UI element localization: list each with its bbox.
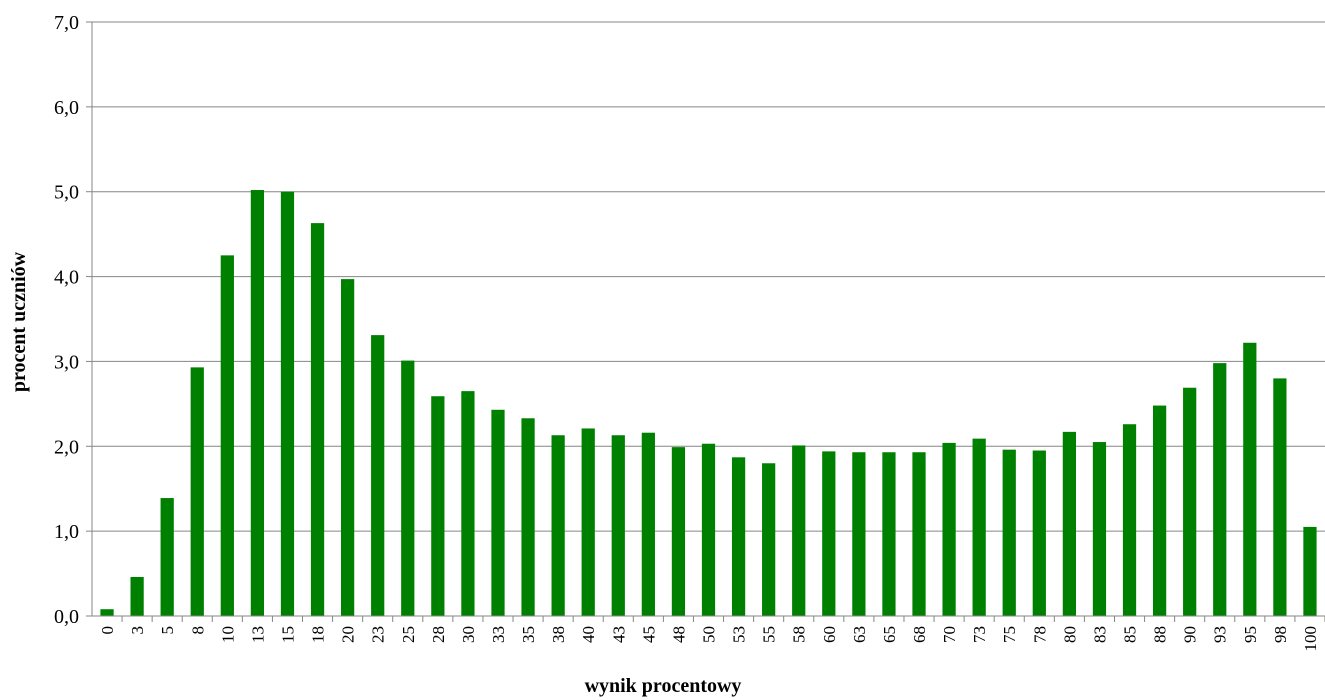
bar bbox=[431, 396, 445, 616]
x-tick-label: 45 bbox=[639, 626, 658, 643]
bar bbox=[371, 335, 385, 616]
bar bbox=[551, 435, 565, 616]
bar bbox=[1002, 449, 1016, 616]
bar bbox=[100, 609, 114, 616]
x-tick-label: 93 bbox=[1211, 626, 1230, 643]
x-tick-label: 98 bbox=[1271, 626, 1290, 643]
x-tick-label: 90 bbox=[1181, 626, 1200, 643]
y-tick-label: 7,0 bbox=[54, 12, 79, 34]
bar bbox=[491, 409, 505, 616]
x-tick-label: 0 bbox=[98, 626, 117, 635]
y-tick-label: 1,0 bbox=[54, 521, 79, 543]
x-tick-label: 20 bbox=[339, 626, 358, 643]
x-tick-label: 3 bbox=[128, 626, 147, 635]
bar bbox=[822, 451, 836, 616]
bar bbox=[461, 391, 475, 616]
bar bbox=[280, 191, 295, 616]
bar bbox=[1122, 424, 1137, 616]
bar bbox=[581, 428, 595, 616]
y-tick-label: 3,0 bbox=[54, 351, 79, 373]
axes bbox=[86, 21, 1325, 622]
x-tick-label: 25 bbox=[399, 626, 418, 643]
x-tick-label: 95 bbox=[1241, 626, 1260, 643]
y-axis-title: procent uczniów bbox=[8, 251, 30, 392]
x-tick-label: 100 bbox=[1301, 626, 1320, 652]
bar bbox=[1273, 378, 1287, 616]
x-tick-label: 43 bbox=[609, 626, 628, 643]
y-tick-label: 4,0 bbox=[54, 267, 79, 289]
x-tick-label: 50 bbox=[700, 626, 719, 643]
x-tick-label: 55 bbox=[760, 626, 779, 643]
grid-lines bbox=[92, 21, 1325, 532]
bar bbox=[1152, 405, 1167, 616]
bar bbox=[1213, 363, 1227, 616]
x-tick-label: 48 bbox=[669, 626, 688, 643]
x-tick-label: 23 bbox=[369, 626, 388, 643]
x-tick-label: 85 bbox=[1121, 626, 1140, 643]
x-tick-label: 10 bbox=[218, 626, 237, 643]
x-tick-label: 70 bbox=[940, 626, 959, 643]
y-tick-labels: 0,0 1,0 2,0 3,0 4,0 5,0 6,0 7,0 bbox=[54, 12, 79, 628]
bar bbox=[762, 463, 776, 616]
x-tick-label: 35 bbox=[519, 626, 538, 643]
bars bbox=[100, 190, 1317, 616]
x-tick-label: 28 bbox=[429, 626, 448, 643]
bar bbox=[160, 498, 174, 616]
x-tick-label: 73 bbox=[970, 626, 989, 643]
bar bbox=[401, 360, 415, 616]
bar bbox=[882, 452, 896, 616]
bar bbox=[671, 447, 686, 616]
x-tick-label: 60 bbox=[820, 626, 839, 643]
bar bbox=[220, 255, 234, 616]
bar bbox=[942, 442, 956, 616]
bar bbox=[310, 223, 325, 616]
x-tick-label: 18 bbox=[309, 626, 328, 643]
bar bbox=[521, 418, 535, 616]
x-tick-label: 40 bbox=[579, 626, 598, 643]
bar bbox=[611, 435, 625, 616]
x-tick-label: 58 bbox=[790, 626, 809, 643]
x-tick-label: 15 bbox=[278, 626, 297, 643]
x-tick-label: 83 bbox=[1090, 626, 1109, 643]
bar bbox=[1243, 342, 1257, 616]
x-tick-label: 88 bbox=[1151, 626, 1170, 643]
x-tick-label: 65 bbox=[880, 626, 899, 643]
bar bbox=[250, 190, 265, 616]
bar bbox=[852, 452, 866, 616]
x-axis-title: wynik procentowy bbox=[585, 675, 742, 697]
bar bbox=[641, 432, 655, 616]
bar bbox=[912, 452, 926, 616]
x-tick-label: 80 bbox=[1060, 626, 1079, 643]
x-tick-label: 68 bbox=[910, 626, 929, 643]
y-tick-label: 0,0 bbox=[54, 606, 79, 628]
bar bbox=[731, 457, 746, 616]
x-tick-label: 75 bbox=[1000, 626, 1019, 643]
y-tick-label: 6,0 bbox=[54, 97, 79, 119]
y-tick-label: 5,0 bbox=[54, 182, 79, 204]
bar bbox=[792, 445, 806, 616]
x-tick-label: 38 bbox=[549, 626, 568, 643]
x-tick-label: 5 bbox=[158, 626, 177, 635]
bar bbox=[1062, 431, 1076, 616]
x-tick-label: 33 bbox=[489, 626, 508, 643]
bar bbox=[1183, 387, 1197, 616]
x-tick-label: 30 bbox=[459, 626, 478, 643]
bar bbox=[972, 438, 986, 616]
y-tick-label: 2,0 bbox=[54, 436, 79, 458]
x-tick-label: 78 bbox=[1030, 626, 1049, 643]
x-tick-label: 63 bbox=[850, 626, 869, 643]
bar bbox=[701, 443, 716, 616]
x-tick-label: 8 bbox=[188, 626, 207, 635]
bar bbox=[1303, 526, 1317, 616]
x-tick-label: 53 bbox=[730, 626, 749, 643]
bar bbox=[341, 279, 355, 616]
x-tick-labels: 0 3 5 8 10 13 15 18 20 23 25 28 30 33 35 38 40 43 45 48 50 53… bbox=[98, 626, 1320, 652]
x-tick-label: 13 bbox=[248, 626, 267, 643]
bar bbox=[1032, 450, 1046, 616]
bar bbox=[190, 367, 204, 616]
bar bbox=[1092, 442, 1107, 616]
bar bbox=[130, 576, 144, 616]
